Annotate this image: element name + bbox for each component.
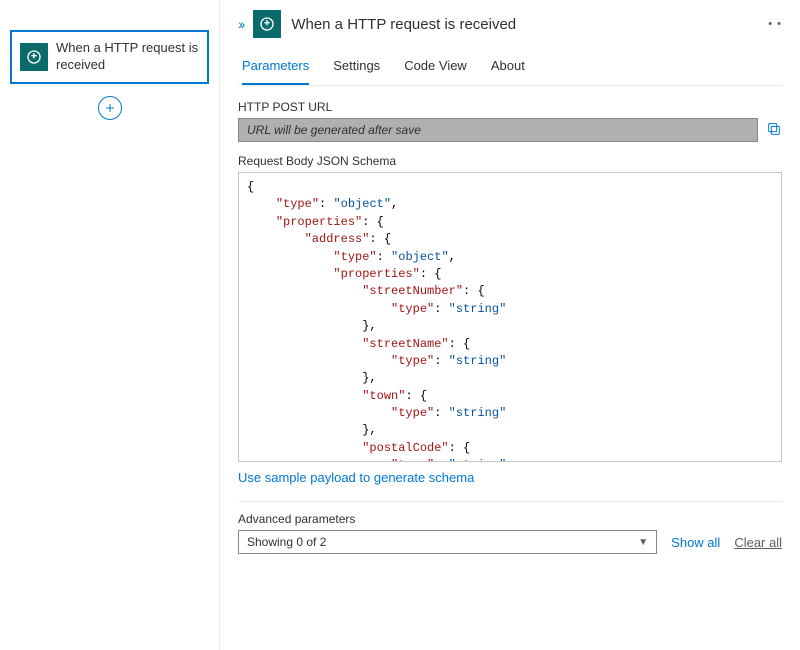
- copy-url-icon[interactable]: [766, 121, 782, 140]
- advanced-params-value: Showing 0 of 2: [247, 535, 326, 549]
- http-post-url-label: HTTP POST URL: [238, 100, 782, 114]
- panel-title: When a HTTP request is received: [291, 16, 758, 33]
- sample-payload-link[interactable]: Use sample payload to generate schema: [238, 470, 782, 485]
- tab-parameters[interactable]: Parameters: [242, 50, 309, 85]
- panel-header: ›› When a HTTP request is received • •: [238, 10, 782, 50]
- canvas-panel: When a HTTP request is received: [0, 0, 220, 650]
- chevron-down-icon: ▼: [638, 537, 648, 548]
- trigger-node-label: When a HTTP request is received: [56, 40, 199, 74]
- divider: [238, 501, 782, 502]
- clear-all-link[interactable]: Clear all: [734, 535, 782, 550]
- tab-about[interactable]: About: [491, 50, 525, 85]
- schema-editor[interactable]: { "type": "object", "properties": { "add…: [238, 172, 782, 462]
- collapse-icon[interactable]: ››: [238, 16, 243, 32]
- http-request-icon: [20, 43, 48, 71]
- http-post-url-field: URL will be generated after save: [238, 118, 758, 142]
- details-panel: ›› When a HTTP request is received • • P…: [220, 0, 800, 650]
- show-all-link[interactable]: Show all: [671, 535, 720, 550]
- add-step-button[interactable]: [98, 96, 122, 120]
- tab-bar: Parameters Settings Code View About: [238, 50, 782, 86]
- tab-code-view[interactable]: Code View: [404, 50, 467, 85]
- trigger-node[interactable]: When a HTTP request is received: [10, 30, 209, 84]
- advanced-params-label: Advanced parameters: [238, 512, 782, 526]
- parameters-content: HTTP POST URL URL will be generated afte…: [238, 86, 782, 650]
- advanced-params-select[interactable]: Showing 0 of 2 ▼: [238, 530, 657, 554]
- schema-label: Request Body JSON Schema: [238, 154, 782, 168]
- tab-settings[interactable]: Settings: [333, 50, 380, 85]
- more-menu-icon[interactable]: • •: [768, 18, 782, 30]
- http-request-icon: [253, 10, 281, 38]
